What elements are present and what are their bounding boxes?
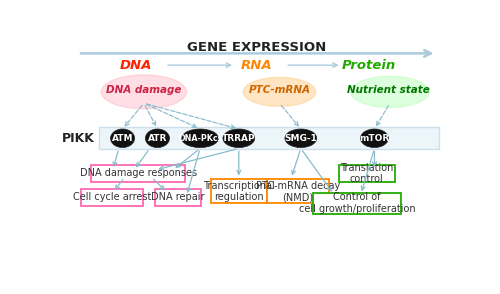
FancyBboxPatch shape [266,179,329,203]
FancyBboxPatch shape [98,127,439,149]
Ellipse shape [110,129,134,148]
Ellipse shape [146,129,170,148]
Text: ATR: ATR [148,134,167,143]
Ellipse shape [182,129,218,148]
Text: Transcriptional
regulation: Transcriptional regulation [203,181,274,202]
Text: ATM: ATM [112,134,134,143]
Ellipse shape [101,75,186,109]
Text: SMG-1: SMG-1 [284,134,318,143]
Text: PTC-mRNA decay
(NMD): PTC-mRNA decay (NMD) [256,181,340,202]
Text: PTC-mRNA: PTC-mRNA [248,85,310,95]
Text: PIKK: PIKK [62,132,94,145]
Text: Translation
control: Translation control [340,163,394,184]
Ellipse shape [360,129,388,148]
Text: DNA-PKcs: DNA-PKcs [178,134,222,143]
Text: DNA damage responses: DNA damage responses [80,168,196,178]
FancyBboxPatch shape [339,165,394,182]
Text: TRRAP: TRRAP [222,134,256,143]
Ellipse shape [244,77,316,106]
Text: Control of
cell growth/proliferation: Control of cell growth/proliferation [298,193,416,214]
FancyBboxPatch shape [210,179,267,203]
FancyBboxPatch shape [313,193,401,213]
Text: Nutrient state: Nutrient state [346,85,430,95]
Ellipse shape [350,76,429,108]
FancyBboxPatch shape [92,165,185,182]
Text: DNA damage: DNA damage [106,85,182,95]
FancyBboxPatch shape [154,189,202,206]
Text: Protein: Protein [342,59,396,72]
Text: mTOR: mTOR [360,134,390,143]
Text: DNA repair: DNA repair [151,192,204,202]
Text: GENE EXPRESSION: GENE EXPRESSION [186,41,326,54]
FancyBboxPatch shape [81,189,144,206]
Text: RNA: RNA [240,59,272,72]
Ellipse shape [285,129,316,148]
Text: DNA: DNA [120,59,152,72]
Ellipse shape [223,129,254,148]
Text: Cell cycle arrest: Cell cycle arrest [73,192,152,202]
